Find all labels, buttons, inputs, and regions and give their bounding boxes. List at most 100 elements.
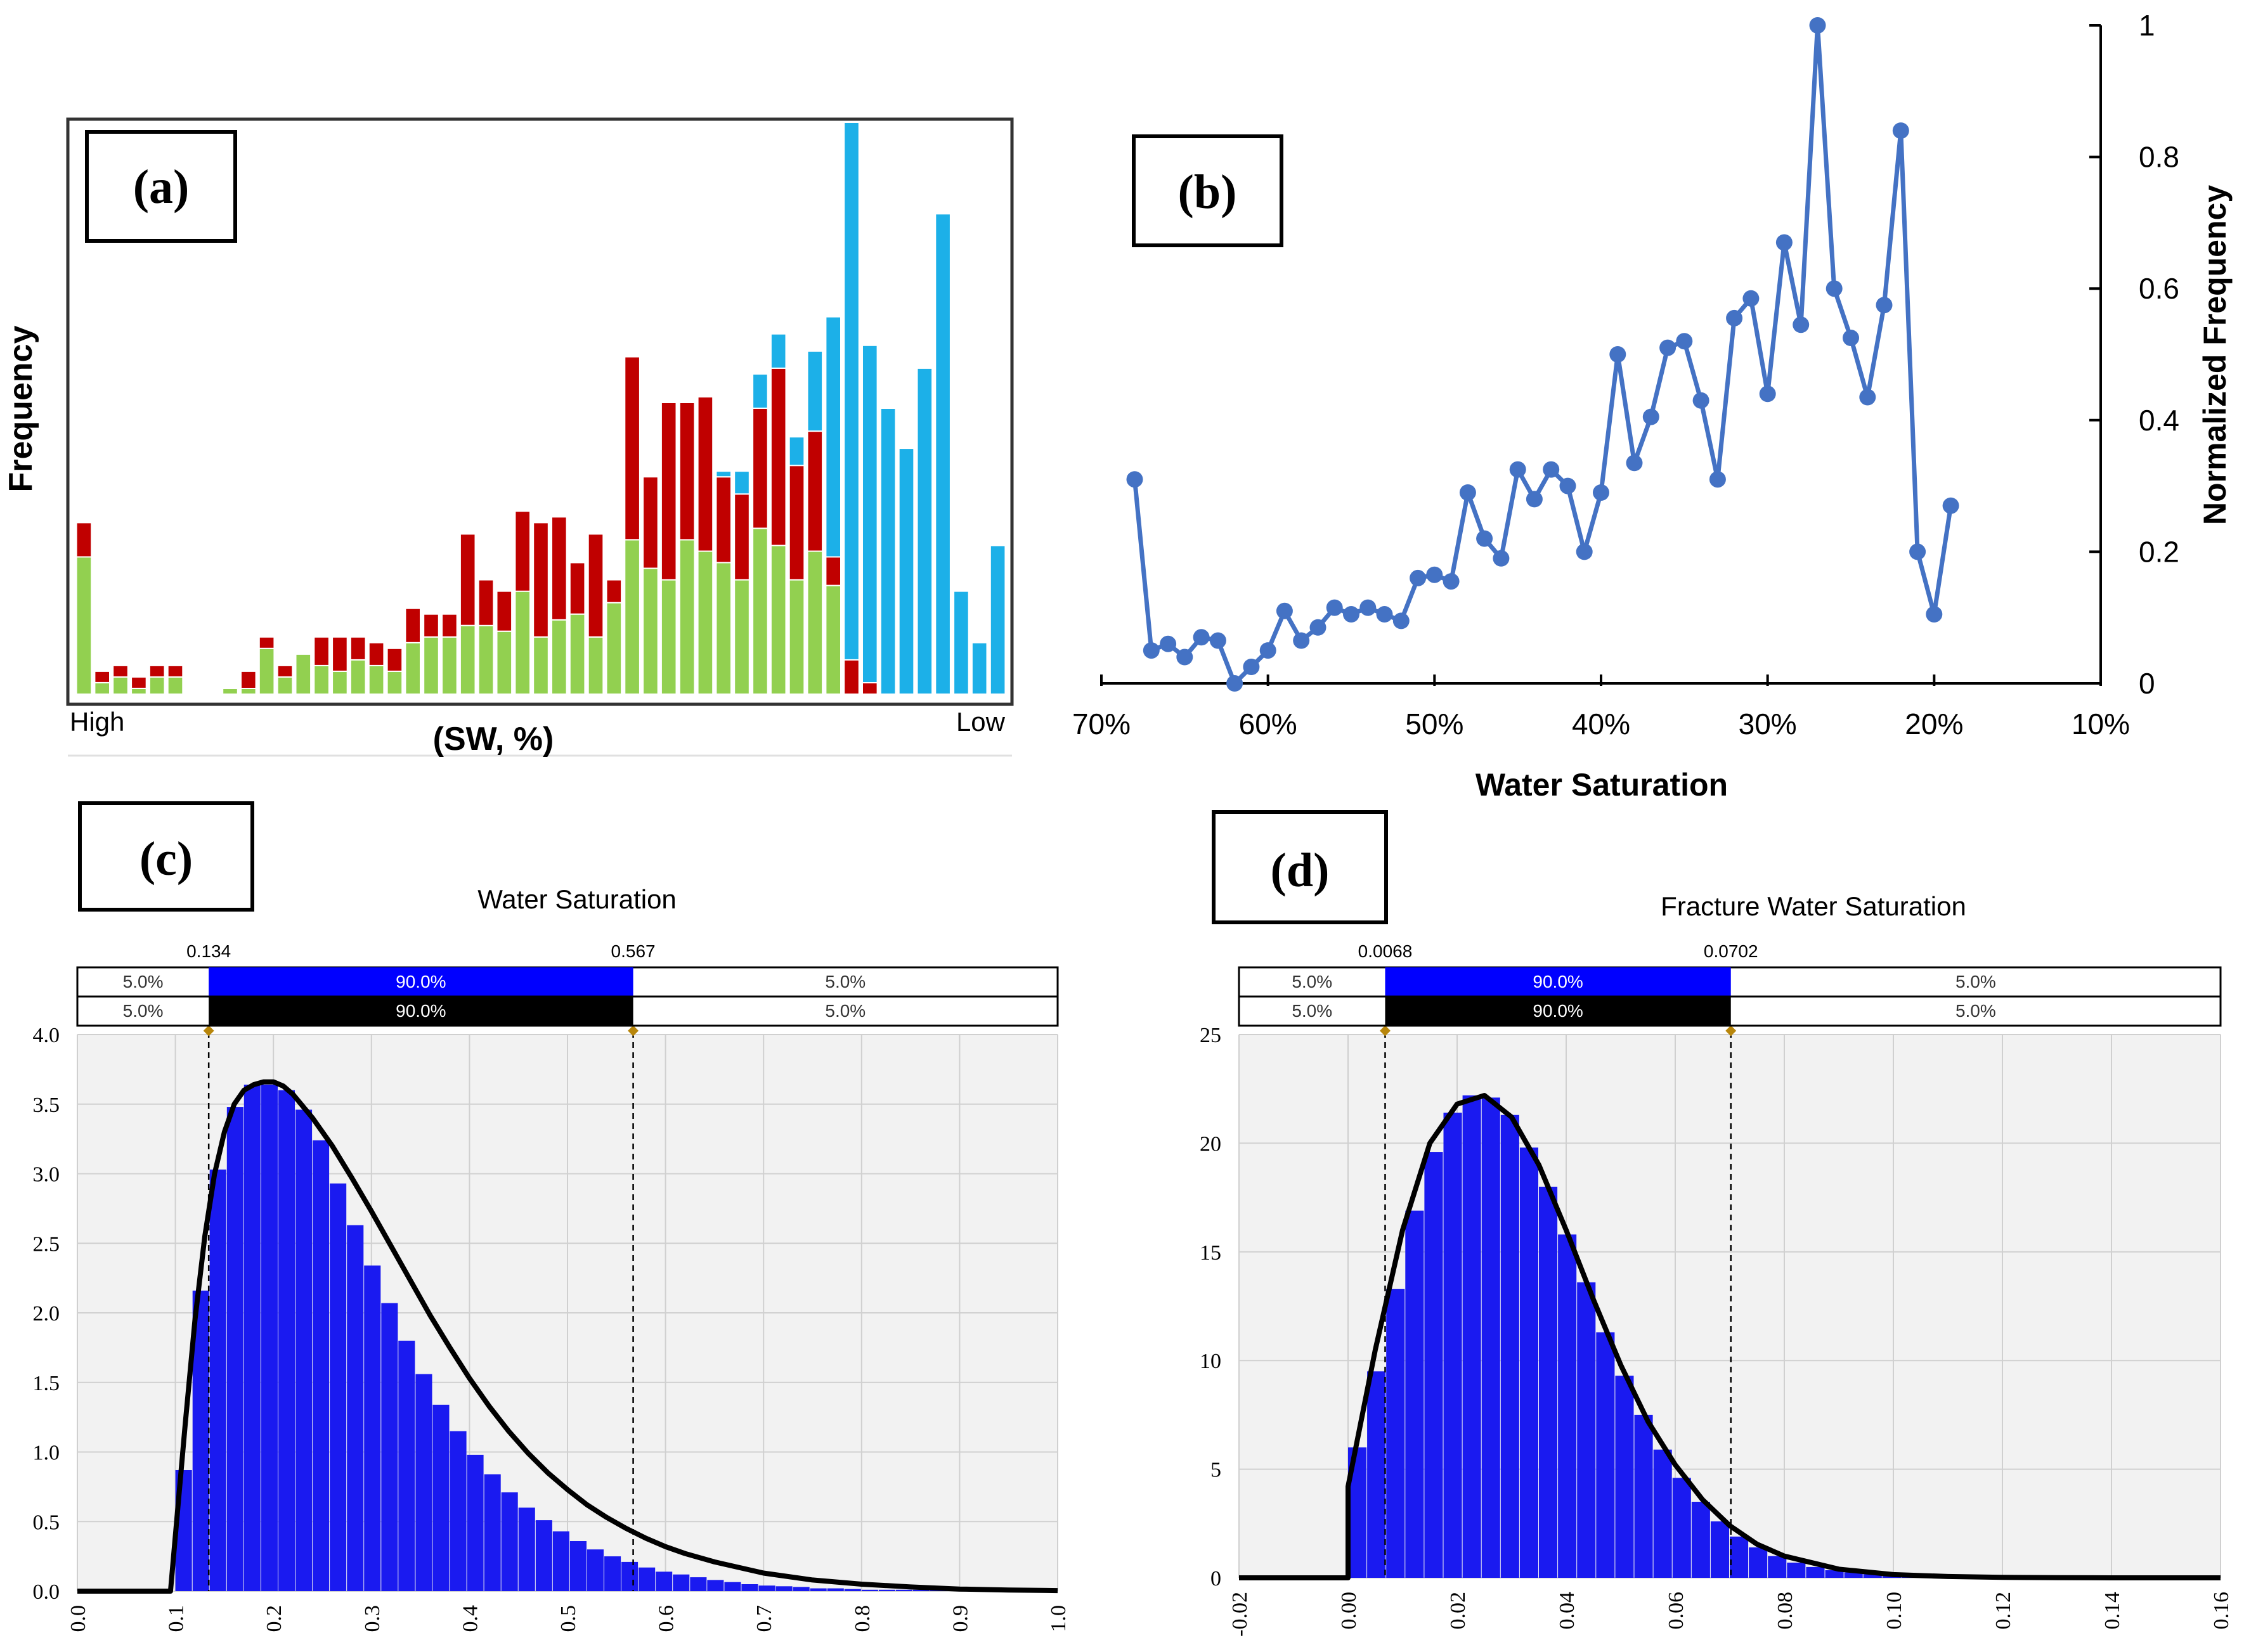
histogram-bar	[295, 1109, 313, 1591]
histogram-bar	[1539, 1187, 1558, 1578]
panel-a-bar-red	[843, 659, 860, 695]
panel-a-bar-green	[514, 590, 531, 695]
panel-b-data-point	[1759, 385, 1776, 403]
histogram-bar	[1634, 1414, 1653, 1578]
panel-b-data-point	[1143, 642, 1160, 659]
panel-b-xlabel: Water Saturation	[1475, 767, 1728, 803]
percentile-marker	[1725, 1025, 1737, 1036]
percentile-high-label: 0.567	[611, 941, 656, 961]
panel-a-bar-green	[167, 676, 184, 695]
histogram-bar	[1386, 1289, 1405, 1578]
panel-b-data-point	[1426, 566, 1443, 583]
x-tick-label: 0.7	[753, 1605, 776, 1632]
histogram-bar	[827, 1588, 844, 1591]
panel-b-data-point	[1726, 309, 1743, 326]
panel-b-ylabel: Normalized Frequency	[2197, 185, 2233, 525]
histogram-bar	[1768, 1556, 1787, 1578]
histogram-bar	[1367, 1371, 1386, 1578]
panel-a-bar-green	[642, 567, 659, 695]
percentile-high-label: 0.0702	[1704, 941, 1758, 961]
panel-b-x-tick-label: 50%	[1405, 707, 1463, 740]
panel-b-data-point	[1775, 234, 1793, 251]
panel-a-bar-blue	[879, 408, 897, 695]
histogram-bar	[861, 1589, 878, 1591]
panel-a-bar-red	[606, 579, 623, 603]
panel-c-label: (c)	[139, 832, 193, 886]
panel-a-bar-green	[258, 647, 275, 695]
percentile-marker	[1379, 1025, 1391, 1036]
histogram-bar	[467, 1454, 484, 1591]
panel-a-bar-red	[148, 664, 165, 678]
panel-a-bar-red	[368, 642, 385, 666]
histogram-bar	[1787, 1563, 1806, 1578]
histogram-bar	[1462, 1095, 1481, 1578]
panel-a-bar-red	[569, 562, 586, 615]
panel-b-data-point	[1826, 280, 1843, 297]
panel-a-bar-green	[131, 688, 147, 695]
histogram-bar	[226, 1107, 243, 1591]
x-tick-label: 1.0	[1047, 1605, 1070, 1632]
panel-b-data-point	[1909, 543, 1926, 560]
histogram-bar	[569, 1541, 587, 1591]
band-right-label: 5.0%	[1955, 1001, 1996, 1021]
panel-c: (c) Water Saturation 5.0% 90.0% 5.0% 5.0% 90…	[33, 801, 1070, 1632]
panel-a-bar-blue	[898, 448, 915, 695]
panel-b-data-point	[1742, 290, 1760, 307]
panel-b-x-tick-label: 30%	[1739, 707, 1797, 740]
panel-b-data-point	[1410, 569, 1427, 586]
panel-a-bar-red	[131, 676, 147, 689]
histogram-bar	[484, 1474, 501, 1591]
fitted-curve	[77, 1079, 1058, 1594]
panel-a: (a) Frequency (SW, %) High Low	[3, 117, 1014, 758]
panel-d-label-box	[1212, 810, 1388, 924]
panel-b-data-point	[1160, 635, 1177, 652]
fitted-curve	[1239, 1093, 2221, 1580]
panel-b-data-point	[1793, 316, 1810, 333]
panel-a-bar-green	[533, 636, 549, 695]
panel-b-y-tick-label: 0	[2139, 667, 2155, 700]
histogram-bar	[243, 1085, 261, 1591]
x-tick-label: 0.2	[263, 1605, 286, 1632]
y-tick-label: 5	[1210, 1459, 1221, 1482]
panel-b-data-point	[1509, 461, 1526, 478]
panel-b-x-tick-label: 10%	[2072, 707, 2130, 740]
panel-a-bar-green	[734, 579, 750, 695]
histogram-bar	[552, 1531, 569, 1591]
panel-b-data-point	[1343, 606, 1359, 623]
panel-a-bar-green	[770, 545, 787, 695]
panel-a-bar-green	[240, 688, 257, 695]
panel-a-bar-blue	[953, 590, 970, 695]
panel-a-bar-blue	[862, 344, 878, 683]
histogram-bar	[1405, 1210, 1424, 1578]
histogram-bar	[758, 1585, 775, 1591]
panel-a-bar-red	[75, 522, 93, 558]
panel-a-bar-green	[660, 579, 677, 695]
panel-b-data-point	[1809, 17, 1826, 34]
panel-a-bar-red	[862, 682, 878, 695]
panel-b-data-point	[1459, 484, 1476, 501]
panel-b-data-point	[1659, 339, 1677, 356]
panel-a-bar-blue	[916, 367, 933, 695]
histogram-bar	[518, 1507, 535, 1591]
panel-a-bar-red	[697, 396, 714, 552]
x-tick-label: 0.12	[1992, 1592, 2015, 1630]
panel-a-bar-red	[825, 556, 842, 586]
panel-b-data-point	[1176, 649, 1193, 666]
panel-a-bar-green	[459, 624, 476, 695]
panel-a-bar-green	[624, 539, 640, 695]
panel-a-bar-green	[423, 636, 439, 695]
band-left-label: 5.0%	[1292, 1001, 1332, 1021]
band-middle-label: 90.0%	[396, 972, 446, 991]
panel-b-data-point	[1593, 484, 1609, 501]
panel-b-x-tick-label: 20%	[1905, 707, 1963, 740]
band-middle-blue	[1385, 967, 1731, 997]
histogram-bar	[1481, 1097, 1500, 1578]
histogram-bar	[1672, 1478, 1691, 1578]
histogram-bar	[450, 1431, 467, 1591]
panel-a-bar-blue	[971, 642, 988, 695]
band-right-label: 5.0%	[825, 1001, 866, 1021]
band-left-label: 5.0%	[1292, 972, 1332, 991]
x-tick-label: 0.16	[2210, 1592, 2233, 1630]
panel-a-bar-green	[715, 562, 732, 695]
histogram-bar	[810, 1588, 827, 1591]
